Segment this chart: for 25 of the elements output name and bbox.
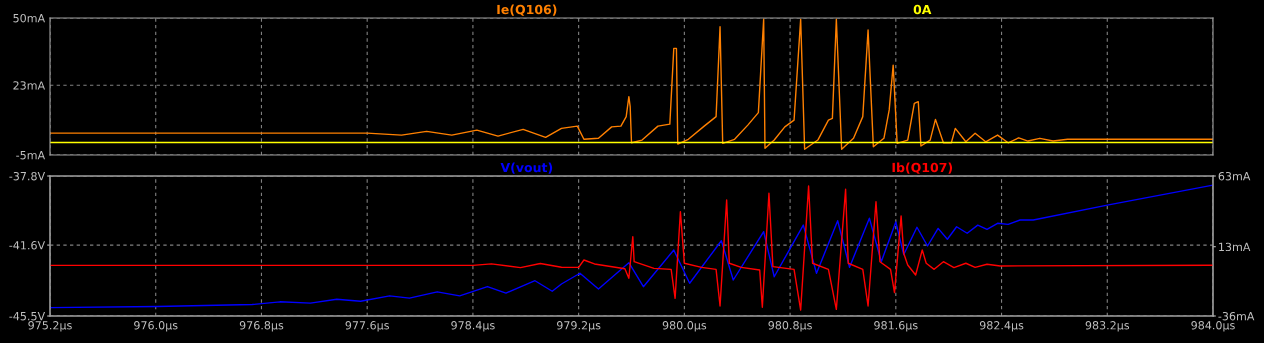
x-tick-label: 977.6µs: [345, 321, 389, 332]
y-tick-label: 50mA: [13, 13, 46, 23]
y-tick-label: -41.6V: [9, 241, 46, 250]
x-tick-label: 975.2µs: [28, 321, 72, 332]
x-tick-label: 984.0µs: [1191, 321, 1235, 332]
text: Ib(Q107): [892, 162, 953, 174]
y2-tick-label: 63mA: [1218, 171, 1251, 181]
text: V(vout): [500, 162, 553, 174]
x-tick-label: 976.0µs: [134, 321, 178, 332]
y2-tick-label: 13mA: [1219, 242, 1251, 252]
y-tick-label: -37.8V: [9, 171, 46, 181]
y-tick-label: -5mA: [16, 151, 46, 160]
text: Ie(Q106): [497, 4, 557, 16]
x-tick-label: 978.4µs: [451, 321, 495, 332]
x-tick-label: 981.6µs: [874, 321, 918, 332]
text: 0A: [913, 4, 932, 15]
y-tick-label: -45.5V: [9, 312, 46, 321]
y-tick-label: 23mA: [13, 81, 46, 90]
x-tick-label: 979.2µs: [557, 321, 601, 332]
y2-tick-label: -36mA: [1218, 311, 1255, 321]
x-tick-label: 976.8µs: [239, 321, 284, 332]
x-tick-label: 980.8µs: [768, 321, 812, 332]
x-tick-label: 983.2µs: [1085, 321, 1130, 332]
x-tick-label: 982.4µs: [979, 321, 1024, 332]
x-tick-label: 980.0µs: [662, 321, 707, 332]
